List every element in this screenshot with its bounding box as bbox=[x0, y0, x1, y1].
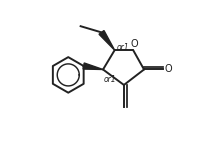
Text: or1: or1 bbox=[117, 43, 130, 52]
Text: O: O bbox=[164, 64, 172, 75]
Text: O: O bbox=[131, 39, 139, 49]
Text: or1: or1 bbox=[104, 75, 116, 84]
Polygon shape bbox=[83, 63, 103, 69]
Polygon shape bbox=[99, 31, 115, 50]
